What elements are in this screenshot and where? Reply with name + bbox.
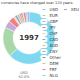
svg-text:currencies have changed over 1: currencies have changed over 120 years	[1, 1, 73, 5]
svg-text:GBP: GBP	[49, 19, 58, 24]
svg-text:USD: USD	[20, 71, 28, 75]
svg-text:FRF: FRF	[49, 67, 57, 72]
svg-text:NLG: NLG	[49, 73, 57, 78]
svg-text:CAD: CAD	[49, 37, 58, 42]
svg-text:CHF: CHF	[49, 31, 58, 36]
svg-text:USD: USD	[49, 7, 58, 12]
svg-text:62.0%: 62.0%	[18, 75, 30, 79]
svg-text:JPY: JPY	[48, 25, 56, 30]
svg-text:DEM: DEM	[49, 61, 59, 66]
svg-text:Other: Other	[49, 55, 61, 60]
svg-text:CNY: CNY	[49, 49, 58, 54]
svg-text:AUD: AUD	[49, 43, 58, 48]
svg-text:1997: 1997	[19, 34, 39, 42]
svg-text:EUR: EUR	[49, 13, 57, 18]
svg-text:XEU: XEU	[71, 7, 79, 12]
